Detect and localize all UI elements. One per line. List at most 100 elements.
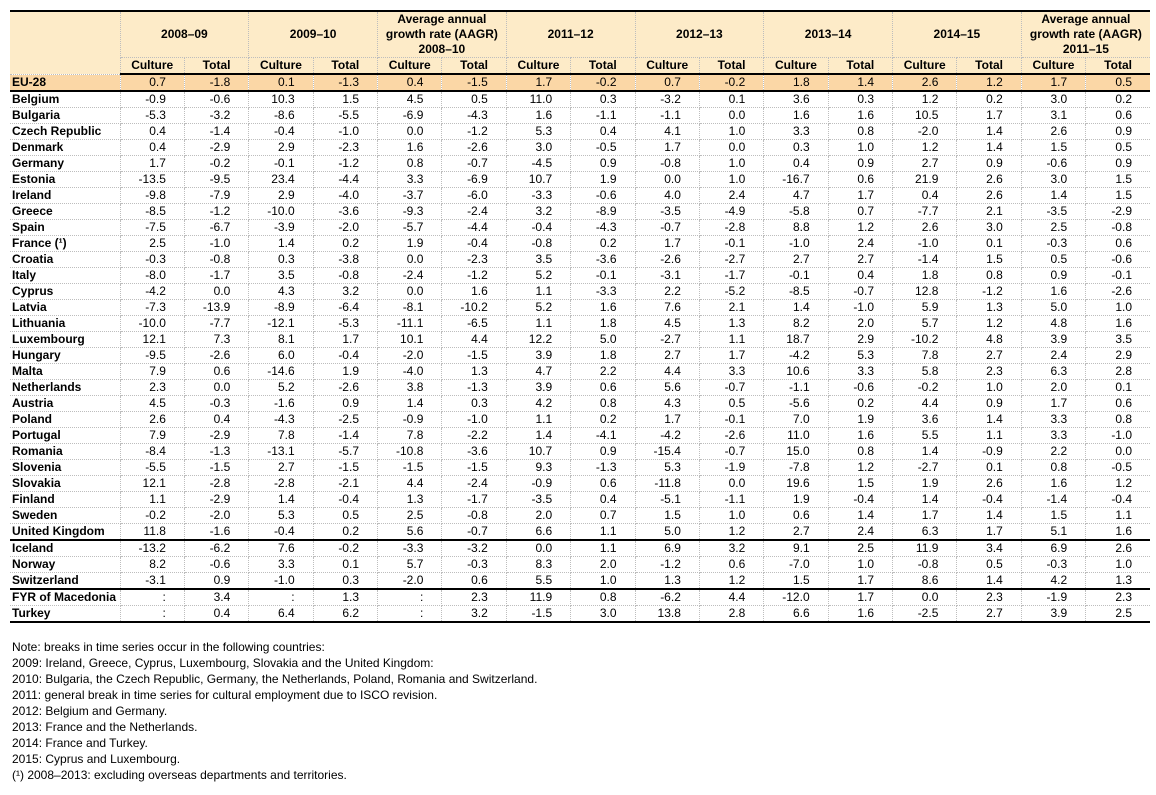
culture-value: 1.6 (763, 107, 829, 124)
culture-value: 0.0 (376, 283, 443, 300)
culture-value: -0.1 (763, 267, 829, 284)
total-value: -0.6 (827, 379, 894, 396)
table-row: Netherlands 2.3 0.0 5.2 -2.6 3.8 -1.3 3.9 0.6 5.6… (10, 379, 1150, 396)
total-value: -1.2 (956, 283, 1022, 300)
country-name: Sweden (10, 507, 121, 524)
culture-value: -13.1 (248, 443, 314, 460)
culture-value: -1.5 (505, 605, 572, 623)
total-value: 3.2 (441, 605, 507, 623)
table-row: Italy -8.0 -1.7 3.5 -0.8 -2.4 -1.2 5.2 -0.1 -3.1-… (10, 267, 1150, 284)
table-row: EU-28 0.7 -1.8 0.1 -1.3 0.4 -1.5 1.7 -0.2 0.7 -0.2… (10, 73, 1150, 92)
culture-value: -13.5 (119, 171, 185, 188)
total-value: -0.4 (312, 491, 379, 508)
culture-value: 3.0 (1020, 90, 1087, 108)
culture-value: 0.4 (119, 123, 185, 140)
total-value: 1.0 (698, 155, 765, 172)
culture-value: 1.4 (505, 427, 572, 444)
total-value: -0.4 (956, 491, 1022, 508)
total-value: 2.9 (827, 331, 894, 348)
culture-value: -3.2 (634, 90, 700, 108)
total-value: 0.9 (956, 395, 1022, 412)
total-value: 1.6 (1085, 315, 1150, 332)
total-value: 0.7 (827, 203, 894, 220)
total-value: -3.6 (570, 251, 636, 268)
total-value: 0.5 (956, 556, 1022, 573)
total-value: 1.0 (698, 171, 765, 188)
culture-value: 4.5 (119, 395, 185, 412)
total-value: -0.4 (441, 235, 507, 252)
total-value: -3.6 (441, 443, 507, 460)
culture-value: -4.2 (763, 347, 829, 364)
culture-value: -0.4 (505, 219, 572, 236)
culture-value: 1.3 (634, 572, 700, 590)
table-row: Luxembourg 12.1 7.3 8.1 1.7 10.1 4.4 12.2 5.0 -2.… (10, 331, 1150, 348)
total-value: 0.3 (441, 395, 507, 412)
total-value: 0.8 (1085, 411, 1150, 428)
total-value: 6.2 (312, 605, 379, 623)
total-value: -0.6 (1085, 251, 1150, 268)
culture-value: 2.7 (763, 523, 829, 541)
total-value: 1.1 (570, 539, 636, 557)
total-value: 0.6 (698, 556, 765, 573)
total-value: 0.9 (827, 155, 894, 172)
culture-value: 11.0 (763, 427, 829, 444)
culture-value: -3.5 (1020, 203, 1087, 220)
culture-value: 1.9 (376, 235, 443, 252)
total-value: -1.5 (183, 459, 250, 476)
total-value: 2.3 (956, 363, 1022, 380)
culture-value: 1.6 (1020, 475, 1087, 492)
total-value: -2.6 (1085, 283, 1150, 300)
total-value: -2.5 (312, 411, 379, 428)
total-value: -1.4 (183, 123, 250, 140)
culture-header: Culture (634, 57, 700, 75)
culture-value: 1.2 (891, 90, 958, 108)
country-name: Iceland (10, 539, 121, 557)
culture-value: -10.8 (376, 443, 443, 460)
country-name: Hungary (10, 347, 121, 364)
culture-value: 4.4 (634, 363, 700, 380)
culture-header: Culture (376, 57, 443, 75)
culture-value: 1.7 (634, 411, 700, 428)
country-name: Germany (10, 155, 121, 172)
culture-value: 10.7 (505, 171, 572, 188)
table-row: Slovakia 12.1 -2.8 -2.8 -2.1 4.4 -2.4 -0.9 0.6 -1… (10, 475, 1150, 492)
total-header: Total (698, 57, 765, 75)
total-value: 2.8 (1085, 363, 1150, 380)
note-line: 2014: France and Turkey. (12, 736, 148, 750)
culture-value: 10.7 (505, 443, 572, 460)
total-value: -3.3 (570, 283, 636, 300)
total-value: 0.5 (1085, 139, 1150, 156)
culture-value: 3.8 (376, 379, 443, 396)
culture-value: 1.5 (1020, 507, 1087, 524)
group-header: 2009–10 (248, 10, 378, 58)
culture-value: 0.4 (763, 155, 829, 172)
total-value: 0.4 (183, 411, 250, 428)
country-name: Switzerland (10, 572, 121, 590)
total-value: 1.0 (1085, 556, 1150, 573)
culture-value: 5.9 (891, 299, 958, 316)
total-value: 5.3 (827, 347, 894, 364)
culture-value: 13.8 (634, 605, 700, 623)
total-value: -4.3 (441, 107, 507, 124)
total-value: 0.3 (312, 572, 379, 590)
total-value: 2.1 (698, 299, 765, 316)
total-value: 1.6 (827, 107, 894, 124)
culture-value: -1.4 (1020, 491, 1087, 508)
total-value: 1.2 (698, 572, 765, 590)
total-header: Total (441, 57, 507, 75)
country-name: Estonia (10, 171, 121, 188)
culture-value: 5.3 (248, 507, 314, 524)
culture-value: -8.9 (248, 299, 314, 316)
total-value: 1.7 (827, 572, 894, 590)
total-value: 1.9 (570, 171, 636, 188)
culture-value: 2.0 (1020, 379, 1087, 396)
total-value: -7.9 (183, 187, 250, 204)
total-value: 1.5 (956, 251, 1022, 268)
culture-value: 5.0 (1020, 299, 1087, 316)
culture-value: 5.2 (505, 299, 572, 316)
total-value: -1.1 (570, 107, 636, 124)
group-header: 2012–13 (634, 10, 765, 58)
total-value: -0.7 (698, 379, 765, 396)
table-row: Sweden -0.2 -2.0 5.3 0.5 2.5 -0.8 2.0 0.7 1.5 1.0 0… (10, 507, 1150, 524)
total-value: 0.8 (827, 123, 894, 140)
